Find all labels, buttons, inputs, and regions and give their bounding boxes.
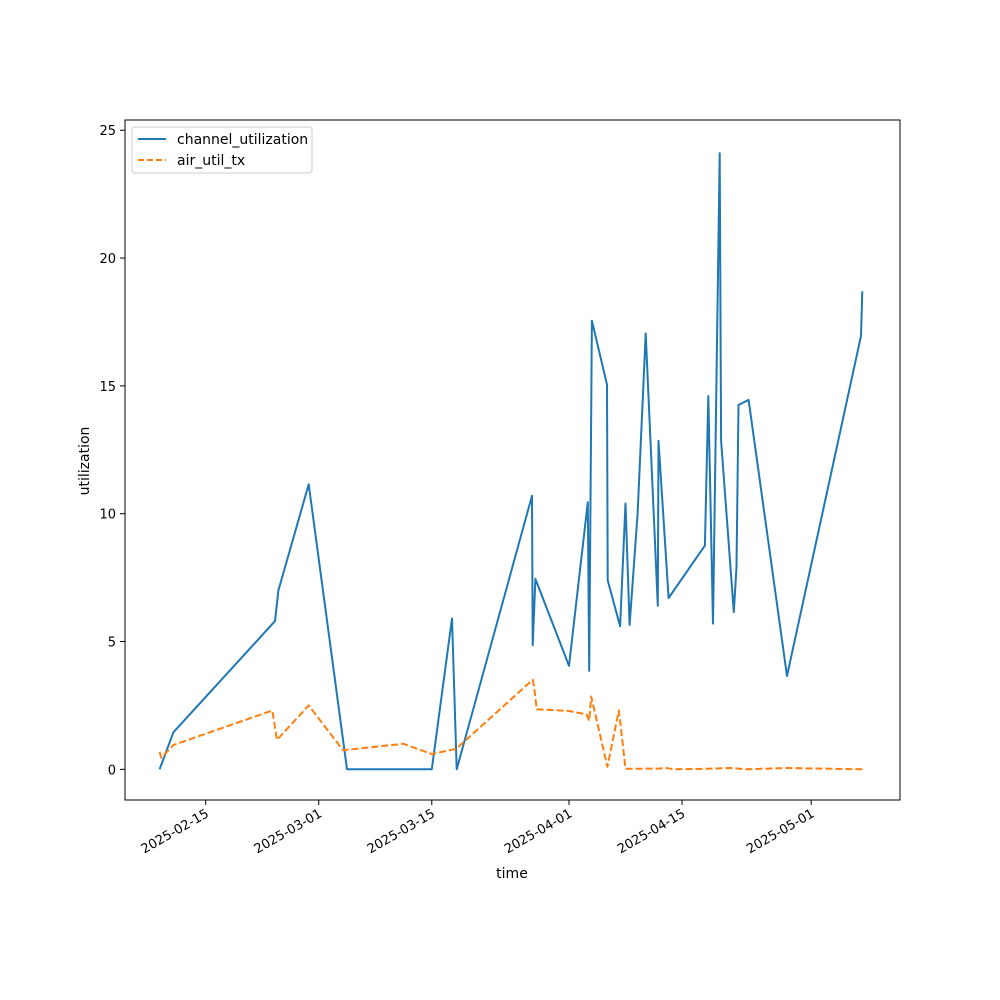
legend: channel_utilization air_util_tx	[131, 126, 313, 174]
plot-area	[158, 152, 864, 771]
series-line-channel-utilization	[158, 152, 864, 771]
y-tick-label: 0	[108, 763, 116, 778]
y-tick-label: 15	[99, 380, 116, 395]
axes-frame	[124, 119, 901, 801]
y-tick-label: 25	[99, 124, 116, 139]
legend-label-air-util-tx: air_util_tx	[177, 153, 245, 169]
y-tick-label: 5	[108, 636, 116, 651]
legend-label-channel-utilization: channel_utilization	[177, 132, 308, 148]
y-axis-label: utilization	[77, 427, 93, 496]
y-tick-label: 10	[99, 508, 116, 523]
series-line-air-util-tx	[158, 678, 863, 771]
y-axis: 0 5 10 15 20 25	[99, 124, 125, 778]
y-tick-label: 20	[99, 252, 116, 267]
legend-box	[131, 126, 313, 174]
x-axis-label: time	[496, 866, 528, 882]
